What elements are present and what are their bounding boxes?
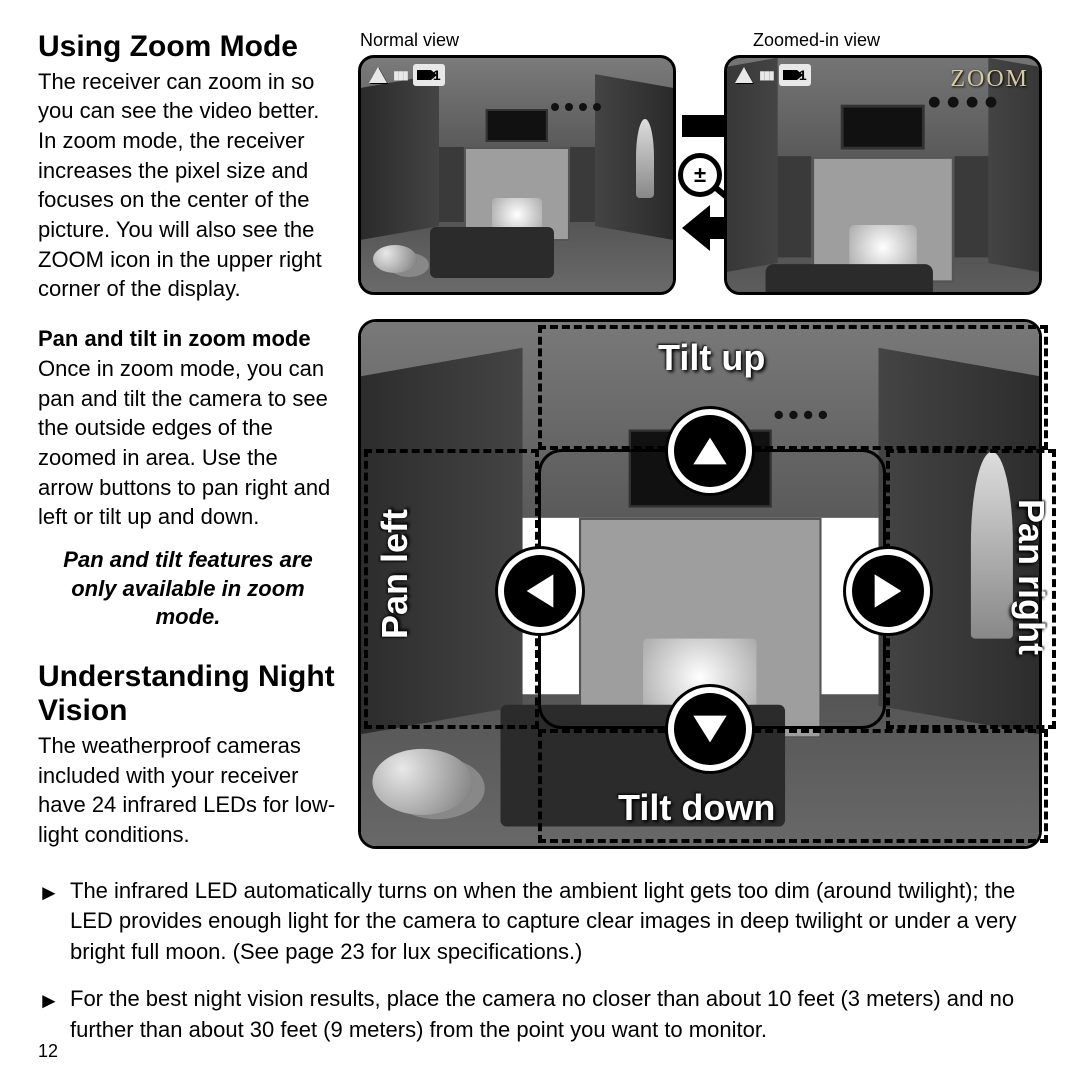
magnifier-icon: ±: [678, 153, 722, 197]
heading-night-vision: Understanding Night Vision: [38, 660, 338, 729]
osd-overlay: 1: [735, 64, 811, 86]
triangle-right-icon: [868, 571, 908, 611]
manual-page: Using Zoom Mode The receiver can zoom in…: [0, 0, 1080, 1080]
normal-view-frame: 1: [358, 55, 676, 295]
figure-labels: Normal view Zoomed-in view: [358, 30, 1042, 51]
triangle-down-icon: [690, 709, 730, 749]
zoom-intro-text: The receiver can zoom in so you can see …: [38, 67, 338, 305]
signal-icon: [735, 67, 753, 83]
zoomed-view-frame: 1 ZOOM: [724, 55, 1042, 295]
camera-icon: [783, 70, 797, 80]
night-vision-text: The weatherproof cameras included with y…: [38, 731, 338, 850]
zoom-comparison-figure: 1 ±: [358, 55, 1042, 295]
two-column-layout: Using Zoom Mode The receiver can zoom in…: [38, 30, 1042, 850]
heading-zoom-mode: Using Zoom Mode: [38, 30, 338, 65]
camera-icon: [417, 70, 431, 80]
triangle-left-icon: [520, 571, 560, 611]
signal-bars-icon: [759, 66, 773, 84]
triangle-up-icon: [690, 431, 730, 471]
tilt-down-region: [538, 729, 1048, 843]
bullet-list: ► The infrared LED automatically turns o…: [38, 876, 1042, 1046]
subheading-pan-tilt: Pan and tilt in zoom mode: [38, 326, 338, 352]
tilt-up-region: [538, 325, 1048, 450]
zoom-only-note: Pan and tilt features are only available…: [38, 546, 338, 632]
room-scene: [361, 58, 673, 292]
pan-left-label: Pan left: [374, 509, 416, 639]
zoom-indicator: ZOOM: [950, 66, 1029, 93]
tilt-up-label: Tilt up: [658, 337, 765, 379]
label-normal-view: Normal view: [360, 30, 459, 51]
tilt-down-label: Tilt down: [618, 787, 775, 829]
bullet-marker-icon: ►: [38, 876, 60, 968]
signal-bars-icon: [393, 66, 407, 84]
bullet-text: For the best night vision results, place…: [70, 984, 1042, 1046]
bullet-text: The infrared LED automatically turns on …: [70, 876, 1042, 968]
pan-right-button[interactable]: [852, 555, 924, 627]
label-zoomed-view: Zoomed-in view: [753, 30, 880, 51]
tilt-up-button[interactable]: [674, 415, 746, 487]
list-item: ► For the best night vision results, pla…: [38, 984, 1042, 1046]
page-number: 12: [38, 1041, 58, 1062]
pan-tilt-text: Once in zoom mode, you can pan and tilt …: [38, 354, 338, 532]
camera-number-badge: 1: [779, 64, 811, 86]
list-item: ► The infrared LED automatically turns o…: [38, 876, 1042, 968]
signal-icon: [369, 67, 387, 83]
pan-left-button[interactable]: [504, 555, 576, 627]
pan-right-label: Pan right: [1010, 499, 1052, 655]
bullet-marker-icon: ►: [38, 984, 60, 1046]
camera-number-badge: 1: [413, 64, 445, 86]
text-column: Using Zoom Mode The receiver can zoom in…: [38, 30, 338, 850]
tilt-down-button[interactable]: [674, 693, 746, 765]
figure-column: Normal view Zoomed-in view: [358, 30, 1042, 850]
osd-overlay: 1: [369, 64, 445, 86]
center-zoom-square: [538, 449, 886, 729]
pan-tilt-figure: Tilt up Tilt down Pan left Pan right: [358, 319, 1042, 849]
